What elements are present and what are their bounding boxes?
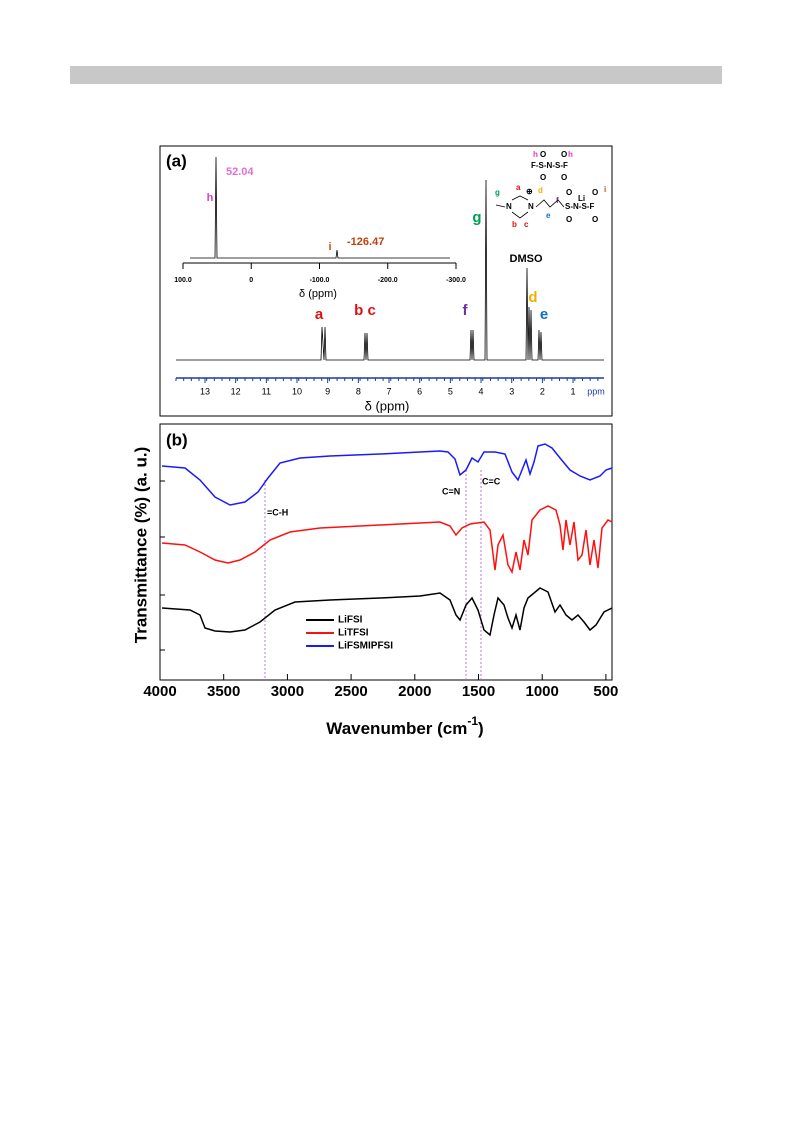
atom: S-N-S-F	[565, 202, 594, 211]
atom: h	[533, 150, 538, 159]
tick-label: 7	[387, 386, 392, 396]
tick-label: 10	[292, 386, 302, 396]
legend-label: LiFSI	[338, 615, 363, 626]
atom: h	[568, 150, 573, 159]
atom: O	[561, 150, 567, 159]
tick-label: 3	[509, 386, 514, 396]
peak-label: h	[207, 192, 214, 204]
header-bar	[70, 66, 722, 84]
tick-group: 13 12 11 10 9 8 7 6 5 4 3 2 1	[175, 378, 599, 396]
ftir-curve	[161, 505, 613, 575]
annotation: =C-H	[267, 507, 288, 517]
axis-label: δ (ppm)	[299, 288, 337, 300]
tick-label: 8	[356, 386, 361, 396]
tick-label: 13	[200, 386, 210, 396]
tick-label: 3500	[207, 683, 240, 700]
y-tick-mark	[160, 480, 165, 651]
structure: h O O h F-S-N-S-F O O g a ⊕ d b c e f N …	[495, 150, 606, 229]
tick-label: -200.0	[378, 277, 398, 284]
atom: d	[538, 186, 543, 195]
atom: O	[592, 215, 598, 224]
tick-label: 1000	[526, 683, 559, 700]
atom: e	[546, 211, 551, 220]
panel-a-frame	[159, 145, 613, 417]
tick-label: 9	[325, 386, 330, 396]
axis-label: Transmittance (%) (a. u.)	[131, 447, 150, 643]
ftir-curve	[161, 587, 613, 637]
axis-label-text: Wavenumber (cm	[326, 719, 467, 738]
axis-unit: ppm	[587, 386, 605, 396]
atom: ⊕	[526, 187, 533, 196]
tick-label: 2500	[334, 683, 367, 700]
tick-label: 6	[417, 386, 422, 396]
shift-label: 52.04	[226, 166, 254, 178]
axis-label-sup: -1	[467, 714, 478, 728]
peak-label: b c	[354, 302, 376, 319]
atom: O	[540, 173, 546, 182]
tick-label: 100.0	[174, 277, 192, 284]
atom: a	[516, 183, 521, 192]
atom: F-S-N-S-F	[531, 161, 568, 170]
peak-label: DMSO	[510, 253, 543, 265]
legend: LiFSI LiTFSI LiFSMIPFSI	[306, 615, 393, 652]
tick-label: 2	[540, 386, 545, 396]
peak-label: i	[328, 241, 331, 253]
tick-label: 2000	[398, 683, 431, 700]
tick-label: 500	[593, 683, 618, 700]
peak-label: g	[472, 209, 481, 226]
atom: b	[512, 220, 517, 229]
peak-label: f	[463, 302, 469, 319]
tick-group: 4000 3500 3000 2500 2000 1500 1000 500	[143, 674, 618, 700]
annotation: C=N	[442, 486, 460, 496]
panel-label: (b)	[166, 430, 188, 449]
legend-label: LiFSMIPFSI	[338, 641, 393, 652]
atom: g	[495, 188, 500, 197]
peak-label: e	[540, 306, 548, 323]
tick-label: 1	[571, 386, 576, 396]
peak-label: a	[315, 306, 324, 323]
atom: N	[506, 202, 512, 211]
tick-group: 100.0 0 -100.0 -200.0 -300.0	[174, 263, 466, 284]
panel-b-frame	[159, 423, 613, 681]
tick-label: 0	[249, 277, 253, 284]
atom: O	[540, 150, 546, 159]
atom: O	[566, 188, 572, 197]
axis-label: δ (ppm)	[365, 398, 410, 413]
tick-label: 4	[479, 386, 484, 396]
tick-label: 3000	[271, 683, 304, 700]
tick-label: -100.0	[310, 277, 330, 284]
tick-label: 12	[231, 386, 241, 396]
atom: Li	[578, 194, 585, 203]
atom: O	[566, 215, 572, 224]
nmr-spectrum	[176, 179, 604, 361]
panel-label: (a)	[166, 151, 187, 170]
tick-label: 11	[262, 386, 271, 396]
ftir-curve	[161, 443, 613, 506]
tick-label: 5	[448, 386, 453, 396]
shift-label: -126.47	[347, 236, 384, 248]
peak-label: d	[528, 289, 537, 306]
annotation: C=C	[482, 476, 501, 486]
atom: O	[561, 173, 567, 182]
atom: O	[592, 188, 598, 197]
axis-label-end: )	[478, 719, 484, 738]
tick-label: -300.0	[446, 277, 466, 284]
guide-line	[264, 470, 482, 680]
inset-spectrum	[190, 156, 450, 259]
legend-label: LiTFSI	[338, 628, 369, 639]
axis-label: Wavenumber (cm-1)	[326, 714, 483, 738]
atom: c	[524, 220, 529, 229]
tick-label: 4000	[143, 683, 176, 700]
atom: N	[528, 202, 534, 211]
atom: i	[604, 185, 606, 194]
tick-label: 1500	[462, 683, 495, 700]
bond	[495, 195, 565, 219]
